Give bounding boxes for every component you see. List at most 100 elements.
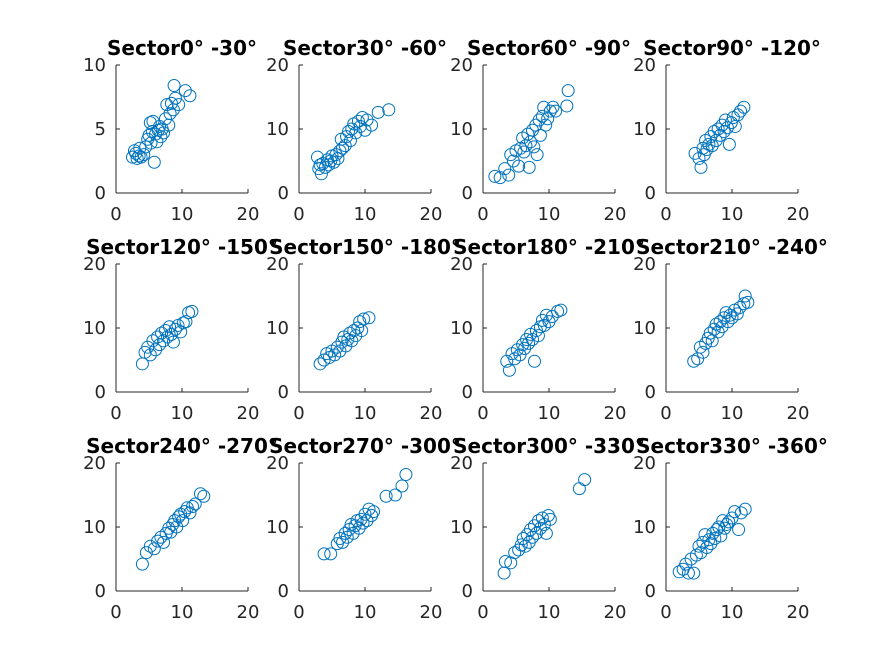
y-tick-label: 20 [266, 453, 289, 474]
x-tick-label: 20 [420, 204, 443, 225]
scatter-point [493, 171, 507, 185]
subplot-title: Sector0° -30° [107, 36, 257, 60]
y-tick-label: 0 [95, 382, 106, 403]
scatter-point [723, 308, 737, 322]
y-tick-label: 20 [83, 453, 106, 474]
scatter-point [733, 301, 747, 315]
scatter-point [728, 505, 742, 519]
subplot-9: Sector240° -270° 0 10 20 0 10 20 [83, 434, 278, 623]
scatter-point [543, 104, 557, 118]
scatter-point [168, 91, 182, 105]
scatter-point [351, 321, 365, 335]
x-tick-label: 0 [110, 403, 121, 424]
x-tick-label: 20 [420, 602, 443, 623]
scatter-point [696, 535, 710, 549]
x-tick-label: 10 [538, 602, 561, 623]
subplot-title: Sector180° -210° [453, 235, 645, 259]
x-tick-label: 10 [721, 204, 744, 225]
x-tick-label: 0 [293, 204, 304, 225]
scatter-point [367, 505, 381, 519]
scatter-point [529, 526, 543, 540]
scatter-point [162, 320, 176, 334]
scatter-point [314, 167, 328, 181]
scatter-point [159, 112, 172, 126]
y-tick-label: 10 [633, 517, 656, 538]
scatter-point [700, 540, 714, 554]
scatter-point [333, 532, 347, 546]
x-tick-label: 0 [660, 204, 671, 225]
y-tick-label: 20 [450, 254, 473, 275]
scatter-point [541, 112, 555, 126]
subplot-7: Sector180° -210° 0 10 20 0 10 20 [450, 235, 645, 424]
scatter-point [711, 325, 725, 339]
scatter-point [513, 348, 527, 362]
scatter-point [166, 335, 180, 349]
scatter-point [512, 159, 526, 173]
scatter-point [531, 329, 545, 343]
scatter-point [147, 542, 161, 556]
scatter-point [395, 479, 409, 493]
y-tick-label: 10 [266, 318, 289, 339]
subplot-5: Sector120° -150° 0 10 20 0 10 20 [83, 235, 278, 424]
scatter-point [330, 340, 344, 354]
y-tick-label: 0 [95, 581, 106, 602]
x-tick-label: 0 [293, 403, 304, 424]
scatter-point [139, 546, 153, 560]
scatter-point [704, 537, 718, 551]
scatter-point [185, 304, 199, 318]
scatter-point [522, 160, 536, 174]
y-tick-label: 0 [278, 183, 289, 204]
scatter-point [143, 539, 157, 553]
scatter-point [371, 105, 385, 119]
y-tick-label: 0 [462, 382, 473, 403]
subplot-title: Sector330° -360° [636, 434, 828, 458]
x-tick-label: 10 [171, 403, 194, 424]
x-tick-label: 20 [787, 204, 810, 225]
scatter-point [151, 534, 165, 548]
x-tick-label: 10 [538, 403, 561, 424]
scatter-point [713, 315, 727, 329]
scatter-point [533, 128, 547, 142]
scatter-point [176, 514, 190, 528]
scatter-point [681, 566, 695, 580]
scatter-point [157, 535, 171, 549]
x-tick-label: 10 [171, 204, 194, 225]
x-tick-label: 10 [354, 602, 377, 623]
scatter-point [713, 128, 727, 142]
y-tick-label: 0 [278, 382, 289, 403]
y-tick-label: 20 [83, 254, 106, 275]
subplot-11: Sector300° -330° 0 10 20 0 10 20 [450, 434, 645, 623]
subplot-2: Sector30° -60° 0 10 20 0 10 20 [266, 36, 447, 225]
y-tick-label: 20 [266, 254, 289, 275]
scatter-point [687, 566, 701, 580]
subplot-title: Sector210° -240° [636, 235, 828, 259]
y-tick-label: 10 [450, 119, 473, 140]
scatter-point [730, 307, 744, 321]
x-tick-label: 20 [237, 204, 260, 225]
scatter-point [365, 118, 379, 132]
scatter-point [731, 108, 745, 122]
scatter-point [345, 334, 359, 348]
scatter-point [527, 519, 541, 533]
scatter-point [358, 507, 372, 521]
scatter-point [135, 557, 149, 571]
x-tick-label: 10 [354, 204, 377, 225]
y-tick-label: 10 [266, 517, 289, 538]
scatter-point [178, 505, 192, 519]
scatter-point [362, 311, 376, 325]
scatter-point [688, 146, 702, 160]
y-tick-label: 20 [450, 453, 473, 474]
scatter-point [705, 334, 719, 348]
scatter-point [734, 506, 748, 520]
subplot-1: Sector0° -30° 0 5 10 0 10 20 [83, 36, 259, 225]
x-tick-label: 10 [354, 403, 377, 424]
scatter-point [149, 343, 163, 357]
scatter-point [722, 137, 736, 151]
scatter-point [530, 148, 544, 162]
scatter-point [164, 327, 178, 341]
x-tick-label: 0 [477, 204, 488, 225]
scatter-point [549, 104, 563, 118]
scatter-point [193, 487, 207, 501]
scatter-point [717, 311, 731, 325]
scatter-point [716, 514, 730, 528]
